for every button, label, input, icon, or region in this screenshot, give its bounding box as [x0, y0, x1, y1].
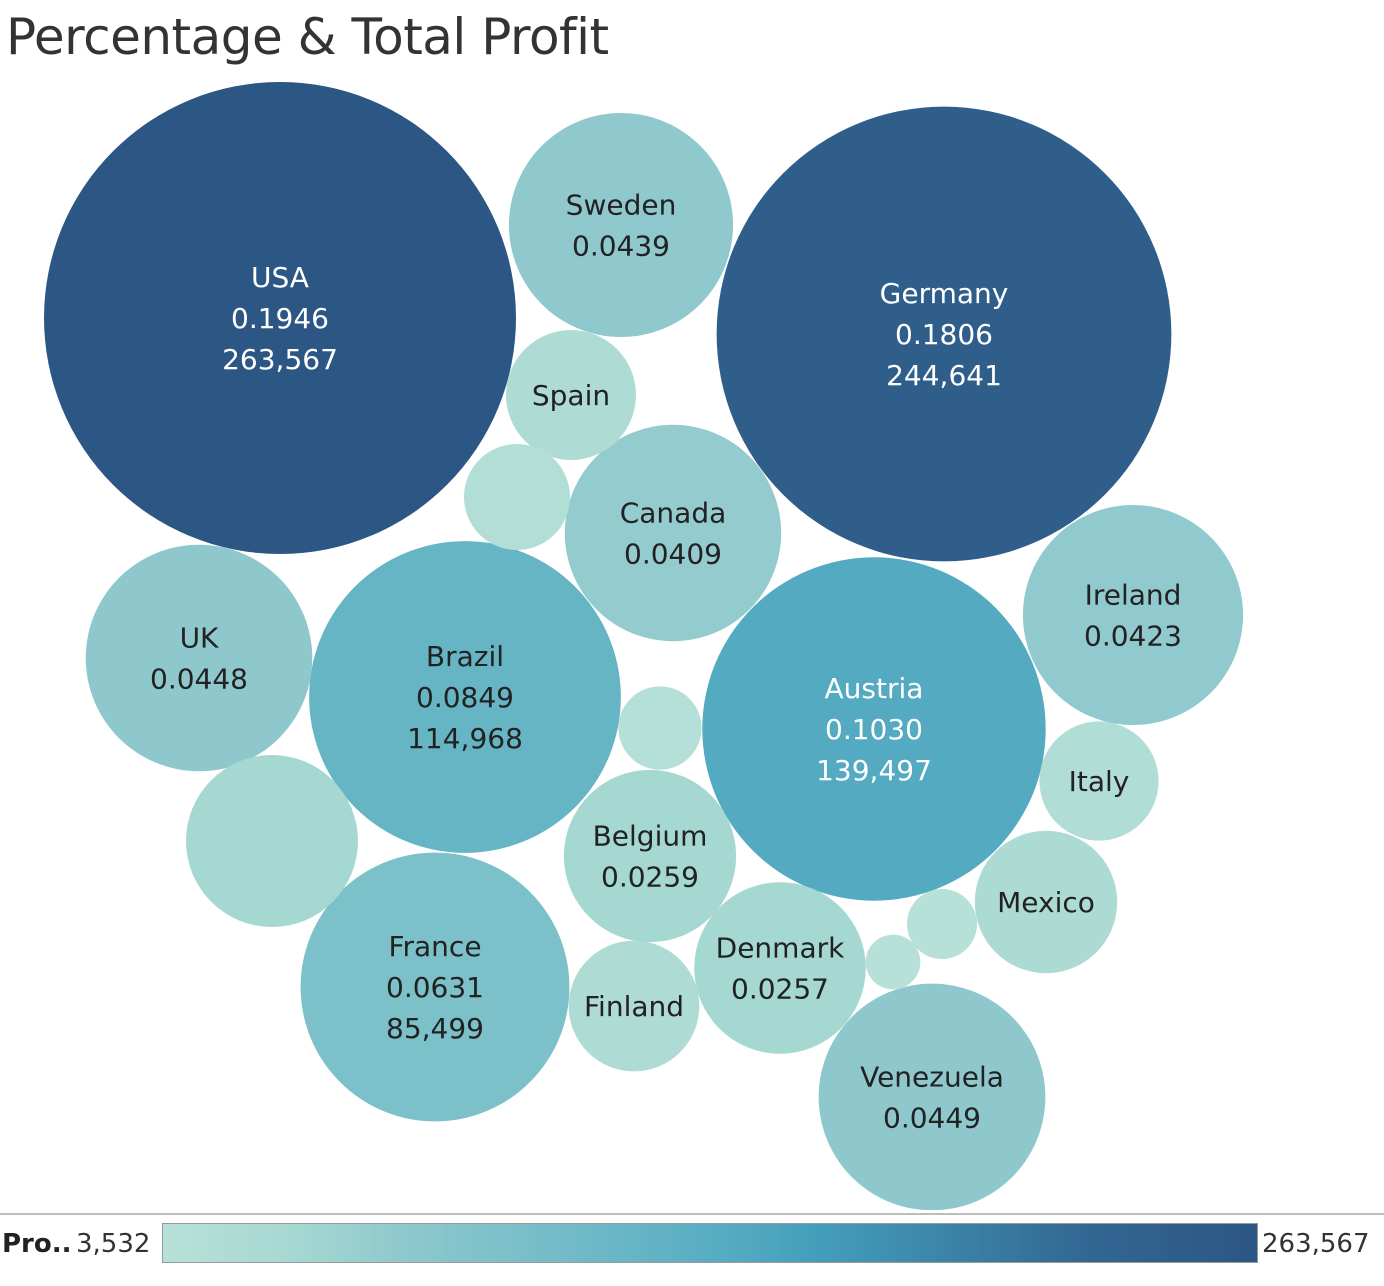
bubble-label-usa: USA	[251, 261, 309, 294]
bubble-circle-brazil[interactable]	[309, 541, 621, 853]
bubble-belgium[interactable]: Belgium 0.0259	[563, 769, 737, 943]
bubble-unlabeled-3[interactable]	[618, 686, 702, 770]
bubble-austria[interactable]: Austria 0.1030 139,497	[702, 557, 1046, 901]
bubble-label-finland: Finland	[584, 990, 684, 1023]
bubble-circle-unlabeled-1[interactable]	[185, 754, 359, 928]
bubble-label-ireland: Ireland	[1085, 579, 1182, 612]
bubble-profit-label-austria: 139,497	[816, 754, 932, 787]
bubble-circle-unlabeled-3[interactable]	[618, 686, 702, 770]
bubble-label-brazil: Brazil	[426, 640, 504, 673]
bubble-mexico[interactable]: Mexico	[974, 830, 1118, 974]
legend-label[interactable]: Pro..	[2, 1229, 72, 1259]
bubble-circle-mexico[interactable]	[974, 830, 1118, 974]
bubble-brazil[interactable]: Brazil 0.0849 114,968	[309, 541, 621, 853]
bubble-label-venezuela: Venezuela	[860, 1061, 1004, 1094]
bubble-label-austria: Austria	[825, 672, 924, 705]
legend-min-label: 3,532	[76, 1229, 151, 1259]
legend-divider	[0, 1213, 1384, 1215]
bubble-label-mexico: Mexico	[997, 886, 1095, 919]
bubble-label-belgium: Belgium	[593, 820, 708, 853]
bubble-uk[interactable]: UK 0.0448	[85, 544, 313, 772]
legend-color-ramp	[162, 1223, 1258, 1263]
bubble-pct-austria: 0.1030	[825, 713, 923, 746]
bubble-canada[interactable]: Canada 0.0409	[564, 424, 782, 642]
bubble-profit-label-usa: 263,567	[222, 343, 338, 376]
bubble-circle-italy[interactable]	[1039, 721, 1159, 841]
bubble-label-denmark: Denmark	[716, 932, 845, 965]
bubble-circle-finland[interactable]	[568, 940, 700, 1072]
bubble-venezuela[interactable]: Venezuela 0.0449	[818, 983, 1046, 1210]
bubble-pct-uk: 0.0448	[150, 663, 248, 696]
bubble-label-uk: UK	[180, 622, 219, 655]
bubble-pct-denmark: 0.0257	[731, 973, 829, 1006]
bubble-circle-sweden[interactable]	[508, 112, 734, 338]
bubble-label-france: France	[388, 930, 481, 963]
bubble-circle-ireland[interactable]	[1022, 504, 1244, 726]
bubble-label-canada: Canada	[620, 497, 727, 530]
bubble-unlabeled-1[interactable]	[185, 754, 359, 928]
bubble-circle-spain[interactable]	[505, 329, 637, 461]
bubble-circle-usa[interactable]	[44, 82, 516, 554]
bubble-unlabeled-4[interactable]	[906, 888, 978, 960]
bubble-unlabeled-5[interactable]	[865, 934, 921, 990]
bubble-label-spain: Spain	[532, 379, 610, 412]
bubble-germany[interactable]: Germany 0.1806 244,641	[716, 106, 1172, 562]
bubble-circle-unlabeled-5[interactable]	[865, 934, 921, 990]
bubble-circle-france[interactable]	[300, 852, 570, 1122]
bubble-label-sweden: Sweden	[566, 189, 677, 222]
bubble-spain[interactable]: Spain	[505, 329, 637, 461]
bubble-circle-germany[interactable]	[716, 106, 1172, 562]
bubble-usa[interactable]: USA 0.1946 263,567	[44, 82, 516, 554]
bubble-pct-france: 0.0631	[386, 971, 484, 1004]
bubble-circle-belgium[interactable]	[563, 769, 737, 943]
bubble-circle-canada[interactable]	[564, 424, 782, 642]
bubble-unlabeled-2[interactable]	[463, 443, 571, 551]
bubble-profit-label-brazil: 114,968	[407, 722, 523, 755]
bubble-pct-brazil: 0.0849	[416, 681, 514, 714]
bubble-circle-denmark[interactable]	[694, 882, 866, 1054]
bubble-circle-uk[interactable]	[85, 544, 313, 772]
bubble-pct-usa: 0.1946	[231, 302, 329, 335]
bubble-label-germany: Germany	[880, 277, 1009, 310]
chart-title: Percentage & Total Profit	[6, 8, 609, 66]
bubble-france[interactable]: France 0.0631 85,499	[300, 852, 570, 1122]
bubble-pct-sweden: 0.0439	[572, 230, 670, 263]
bubble-pct-belgium: 0.0259	[601, 861, 699, 894]
bubble-pct-canada: 0.0409	[624, 538, 722, 571]
bubble-circle-unlabeled-4[interactable]	[906, 888, 978, 960]
bubble-circle-venezuela[interactable]	[818, 983, 1046, 1210]
bubble-pct-germany: 0.1806	[895, 318, 993, 351]
bubble-finland[interactable]: Finland	[568, 940, 700, 1072]
bubble-profit-label-germany: 244,641	[886, 359, 1002, 392]
bubble-circle-unlabeled-2[interactable]	[463, 443, 571, 551]
bubble-pct-venezuela: 0.0449	[883, 1102, 981, 1135]
bubble-profit-label-france: 85,499	[386, 1012, 484, 1045]
bubble-italy[interactable]: Italy	[1039, 721, 1159, 841]
bubble-sweden[interactable]: Sweden 0.0439	[508, 112, 734, 338]
bubble-circle-austria[interactable]	[702, 557, 1046, 901]
bubble-label-italy: Italy	[1069, 765, 1130, 798]
bubble-pct-ireland: 0.0423	[1084, 620, 1182, 653]
bubble-chart: USA 0.1946 263,567 Germany 0.1806 244,641 Aust…	[44, 82, 1244, 1210]
bubble-denmark[interactable]: Denmark 0.0257	[694, 882, 866, 1054]
legend-max-label: 263,567	[1262, 1229, 1370, 1259]
bubble-ireland[interactable]: Ireland 0.0423	[1022, 504, 1244, 726]
